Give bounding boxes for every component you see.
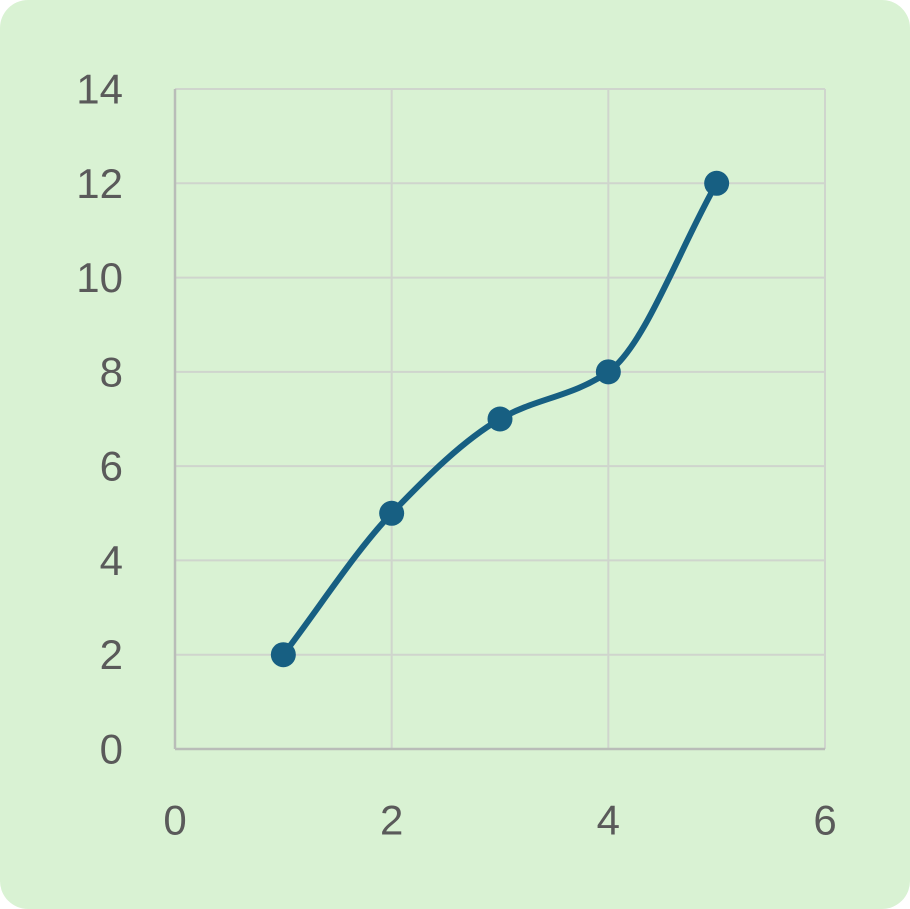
y-tick-label: 14 — [76, 66, 123, 113]
y-tick-label: 8 — [100, 348, 123, 395]
x-tick-label: 4 — [597, 797, 620, 844]
x-tick-label: 6 — [813, 797, 836, 844]
y-tick-label: 10 — [76, 254, 123, 301]
data-point — [704, 170, 730, 196]
data-point — [379, 500, 405, 526]
series-group — [270, 170, 730, 668]
y-tick-labels: 0 2 4 6 8 10 12 14 — [76, 66, 123, 773]
x-tick-label: 2 — [380, 797, 403, 844]
y-tick-label: 12 — [76, 160, 123, 207]
data-point — [595, 359, 621, 385]
y-tick-label: 2 — [100, 631, 123, 678]
y-tick-label: 6 — [100, 443, 123, 490]
axes — [173, 89, 825, 751]
x-tick-label: 0 — [163, 797, 186, 844]
y-tick-label: 4 — [100, 537, 123, 584]
data-point — [487, 406, 513, 432]
y-tick-label: 0 — [100, 726, 123, 773]
x-tick-labels: 0 2 4 6 — [163, 797, 836, 844]
data-point — [270, 642, 296, 668]
grid-lines — [175, 88, 826, 749]
